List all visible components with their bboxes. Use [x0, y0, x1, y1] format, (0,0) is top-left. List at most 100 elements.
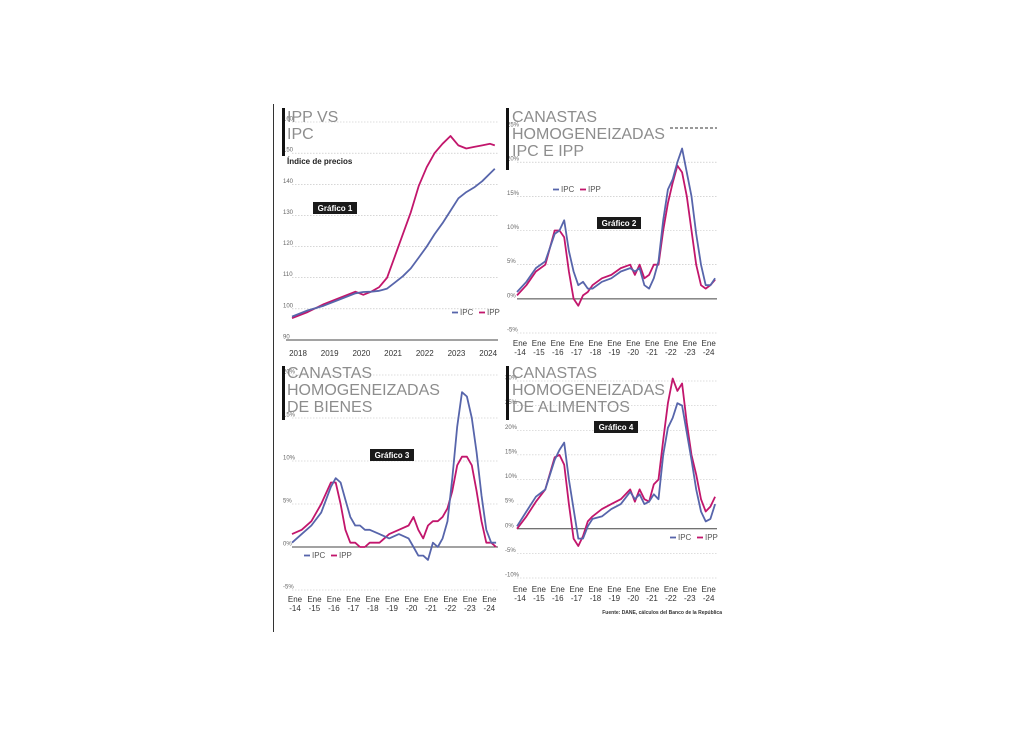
x-tick-label: Ene -17 [569, 585, 584, 603]
legend-label-ipp: IPP [487, 308, 500, 317]
x-tick-label: Ene -16 [327, 595, 342, 613]
y-tick-label: 30% [505, 376, 518, 382]
x-tick-label: Ene -19 [607, 339, 622, 357]
x-tick-label: Ene -14 [513, 339, 528, 357]
series-line-ipp [516, 377, 716, 547]
x-tick-label: 2018 [289, 349, 307, 358]
x-tick-label: Ene -21 [424, 595, 439, 613]
x-tick-label: Ene -22 [443, 595, 458, 613]
x-tick-label: Ene -23 [683, 339, 698, 357]
y-tick-label: 150 [283, 148, 294, 154]
y-tick-label: 20% [283, 370, 296, 376]
chart-panel-4: -10% -5% 0% 5% 10% 15% 20% 25% 30% Ene -14 Ene -15 En… [505, 365, 718, 603]
legend-label-ipp: IPP [705, 533, 718, 542]
x-tick-label: Ene -24 [702, 339, 717, 357]
y-tick-label: 110 [283, 272, 293, 278]
chart-badge [370, 449, 414, 461]
x-tick-label: 2023 [448, 349, 466, 358]
series-line-ipc [516, 402, 716, 540]
legend-label-ipc: IPC [460, 308, 474, 317]
title-bar [282, 366, 285, 420]
y-tick-label: 120 [283, 241, 294, 247]
series-line-ipp [516, 164, 716, 307]
y-tick-label: -10% [505, 573, 520, 579]
legend-label-ipc: IPC [561, 185, 575, 194]
series-line-ipc [291, 168, 496, 318]
y-tick-label: 130 [283, 210, 294, 216]
x-tick-label: Ene -22 [664, 339, 679, 357]
source-note: Fuente: DANE, cálculos del Banco de la R… [602, 610, 722, 616]
x-tick-label: Ene -21 [645, 339, 660, 357]
chart-badge-label: Gráfico 4 [599, 423, 634, 432]
x-tick-label: Ene -20 [626, 339, 641, 357]
y-tick-label: 25% [507, 123, 520, 129]
x-tick-label: Ene -16 [551, 585, 566, 603]
chart-badge [597, 217, 641, 229]
y-tick-label: 0% [507, 293, 516, 299]
y-tick-label: 0% [505, 523, 514, 529]
x-tick-label: Ene -20 [404, 595, 419, 613]
x-tick-label: Ene -15 [532, 339, 547, 357]
legend-label-ipp: IPP [339, 551, 352, 560]
chart-title: IPP VS IPC [287, 109, 338, 143]
series-line-ipp [291, 455, 497, 548]
x-tick-label: 2019 [321, 349, 339, 358]
y-tick-label: 140 [283, 179, 294, 185]
x-tick-label: Ene -17 [569, 339, 584, 357]
y-tick-label: 25% [505, 400, 518, 406]
chart-subtitle: Índice de precios [287, 157, 353, 166]
x-tick-label: Ene -14 [513, 585, 528, 603]
y-tick-label: 20% [505, 425, 518, 431]
chart-panels: 90 100 110 120 130 140 150 160 2018 2019 2020 2021 2… [282, 108, 718, 613]
x-tick-label: 2024 [479, 349, 497, 358]
title-bar [506, 108, 509, 170]
x-tick-label: Ene -14 [288, 595, 303, 613]
y-tick-label: 15% [283, 413, 296, 419]
y-tick-label: 90 [283, 335, 290, 341]
x-tick-label: Ene -19 [607, 585, 622, 603]
x-tick-label: Ene -23 [683, 585, 698, 603]
chart-badge-label: Gráfico 1 [318, 204, 353, 213]
series-line-ipc [291, 391, 497, 561]
y-tick-label: 5% [505, 499, 514, 505]
legend-label-ipc: IPC [312, 551, 326, 560]
y-tick-label: 0% [283, 542, 292, 548]
chart-badge [313, 202, 357, 214]
y-tick-label: 10% [505, 474, 518, 480]
x-tick-label: Ene -24 [482, 595, 497, 613]
series-line-ipp [291, 135, 496, 320]
chart-badge-label: Gráfico 3 [375, 451, 410, 460]
legend-label-ipc: IPC [678, 533, 692, 542]
y-tick-label: 20% [507, 157, 520, 163]
y-tick-label: 10% [507, 225, 520, 231]
y-tick-label: -5% [283, 585, 294, 591]
y-tick-label: 15% [505, 449, 518, 455]
y-tick-label: 15% [507, 191, 520, 197]
x-tick-label: Ene -15 [532, 585, 547, 603]
x-tick-label: Ene -16 [551, 339, 566, 357]
y-tick-label: -5% [505, 548, 516, 554]
y-tick-label: 5% [283, 499, 292, 505]
x-tick-label: 2021 [384, 349, 402, 358]
legend-label-ipp: IPP [588, 185, 601, 194]
x-tick-label: Ene -21 [645, 585, 660, 603]
x-tick-label: Ene -15 [307, 595, 322, 613]
chart-title: CANASTAS HOMOGENEIZADAS IPC E IPP [512, 109, 665, 160]
y-tick-label: 10% [283, 456, 296, 462]
y-tick-label: 5% [507, 259, 516, 265]
x-tick-label: Ene -24 [702, 585, 717, 603]
x-tick-label: Ene -23 [463, 595, 478, 613]
x-tick-label: Ene -18 [588, 339, 603, 357]
x-tick-label: 2020 [352, 349, 370, 358]
title-bar [282, 108, 285, 156]
chart-panel-1: 90 100 110 120 130 140 150 160 2018 2019 2020 2021 2… [282, 108, 500, 358]
x-tick-label: Ene -22 [664, 585, 679, 603]
chart-title: CANASTAS HOMOGENEIZADAS DE ALIMENTOS [512, 365, 665, 416]
x-tick-label: Ene -17 [346, 595, 361, 613]
y-tick-label: 100 [283, 303, 294, 309]
y-tick-label: -5% [507, 328, 518, 334]
series-line-ipc [516, 147, 716, 293]
chart-badge [594, 421, 638, 433]
